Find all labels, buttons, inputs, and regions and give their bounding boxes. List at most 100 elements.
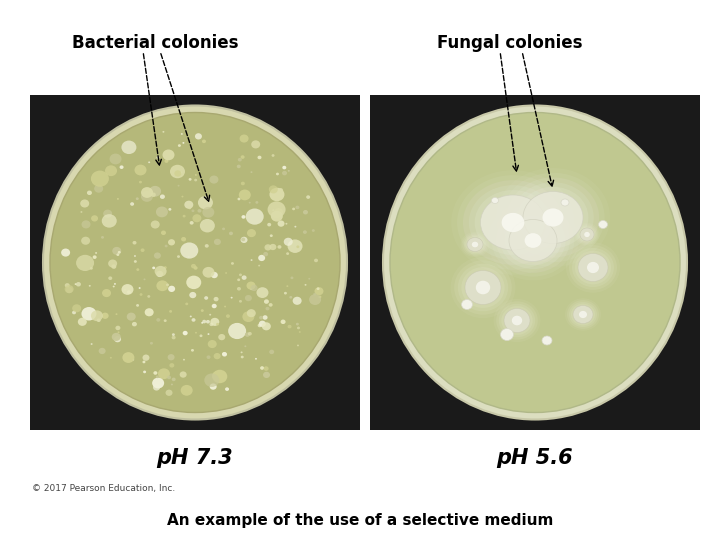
Ellipse shape bbox=[465, 236, 485, 253]
Ellipse shape bbox=[454, 260, 512, 315]
Ellipse shape bbox=[237, 279, 240, 281]
Ellipse shape bbox=[90, 267, 93, 269]
Ellipse shape bbox=[567, 300, 599, 329]
Ellipse shape bbox=[81, 220, 91, 228]
Ellipse shape bbox=[458, 264, 508, 311]
Ellipse shape bbox=[143, 361, 145, 363]
Ellipse shape bbox=[76, 282, 81, 287]
Text: Bacterial colonies: Bacterial colonies bbox=[72, 34, 238, 52]
Ellipse shape bbox=[239, 273, 242, 276]
Ellipse shape bbox=[127, 291, 131, 294]
Ellipse shape bbox=[523, 192, 583, 244]
Ellipse shape bbox=[247, 309, 256, 318]
Ellipse shape bbox=[181, 237, 186, 241]
Ellipse shape bbox=[127, 313, 136, 321]
Ellipse shape bbox=[109, 153, 122, 164]
Ellipse shape bbox=[258, 156, 261, 159]
Ellipse shape bbox=[117, 332, 120, 333]
Ellipse shape bbox=[189, 178, 192, 181]
Ellipse shape bbox=[451, 257, 516, 318]
Ellipse shape bbox=[169, 363, 174, 368]
Ellipse shape bbox=[277, 220, 284, 227]
Ellipse shape bbox=[134, 260, 137, 263]
Ellipse shape bbox=[572, 248, 614, 287]
Ellipse shape bbox=[306, 195, 310, 199]
Ellipse shape bbox=[263, 252, 268, 256]
Ellipse shape bbox=[212, 304, 217, 308]
Ellipse shape bbox=[287, 325, 292, 328]
Ellipse shape bbox=[251, 285, 258, 291]
Ellipse shape bbox=[587, 262, 599, 273]
Ellipse shape bbox=[168, 239, 175, 246]
Ellipse shape bbox=[239, 190, 251, 200]
Ellipse shape bbox=[598, 220, 608, 228]
Ellipse shape bbox=[139, 181, 142, 184]
Ellipse shape bbox=[192, 210, 194, 212]
Ellipse shape bbox=[264, 244, 271, 251]
Ellipse shape bbox=[171, 383, 173, 386]
Ellipse shape bbox=[296, 323, 299, 326]
Ellipse shape bbox=[525, 233, 541, 248]
Ellipse shape bbox=[143, 355, 150, 361]
Ellipse shape bbox=[569, 245, 617, 290]
Ellipse shape bbox=[65, 285, 73, 293]
Ellipse shape bbox=[512, 182, 594, 253]
Ellipse shape bbox=[87, 191, 92, 195]
Ellipse shape bbox=[268, 201, 286, 218]
Ellipse shape bbox=[81, 307, 96, 321]
Ellipse shape bbox=[229, 232, 233, 235]
Ellipse shape bbox=[185, 302, 188, 305]
Ellipse shape bbox=[507, 178, 599, 258]
Ellipse shape bbox=[136, 198, 139, 200]
Ellipse shape bbox=[222, 352, 226, 356]
Ellipse shape bbox=[112, 247, 121, 255]
Ellipse shape bbox=[134, 255, 136, 257]
Ellipse shape bbox=[171, 336, 176, 339]
Ellipse shape bbox=[102, 313, 109, 319]
Ellipse shape bbox=[266, 307, 269, 310]
Ellipse shape bbox=[141, 191, 153, 202]
Ellipse shape bbox=[472, 242, 478, 247]
Ellipse shape bbox=[104, 214, 107, 216]
Ellipse shape bbox=[214, 353, 220, 359]
Ellipse shape bbox=[492, 198, 498, 204]
Ellipse shape bbox=[152, 377, 164, 388]
Ellipse shape bbox=[103, 210, 112, 218]
Ellipse shape bbox=[276, 212, 279, 214]
Ellipse shape bbox=[303, 230, 307, 234]
Ellipse shape bbox=[222, 353, 224, 354]
Ellipse shape bbox=[178, 144, 181, 147]
Ellipse shape bbox=[80, 199, 89, 207]
Ellipse shape bbox=[155, 266, 166, 276]
Ellipse shape bbox=[231, 262, 234, 265]
Text: © 2017 Pearson Education, Inc.: © 2017 Pearson Education, Inc. bbox=[32, 483, 175, 492]
Ellipse shape bbox=[571, 303, 595, 325]
Ellipse shape bbox=[192, 214, 202, 222]
Ellipse shape bbox=[580, 228, 594, 241]
Ellipse shape bbox=[181, 195, 184, 198]
Ellipse shape bbox=[248, 332, 252, 335]
Ellipse shape bbox=[566, 242, 620, 293]
Ellipse shape bbox=[115, 326, 120, 330]
Ellipse shape bbox=[542, 208, 564, 227]
Ellipse shape bbox=[148, 161, 150, 163]
Ellipse shape bbox=[290, 276, 294, 279]
Ellipse shape bbox=[65, 283, 70, 288]
Ellipse shape bbox=[308, 278, 310, 280]
Ellipse shape bbox=[297, 345, 299, 346]
Ellipse shape bbox=[194, 266, 197, 269]
Ellipse shape bbox=[240, 356, 243, 359]
Ellipse shape bbox=[245, 332, 250, 337]
Ellipse shape bbox=[277, 245, 282, 249]
Ellipse shape bbox=[476, 281, 490, 294]
Ellipse shape bbox=[218, 334, 225, 340]
Ellipse shape bbox=[573, 306, 593, 323]
Ellipse shape bbox=[496, 208, 570, 273]
Ellipse shape bbox=[182, 142, 184, 144]
Ellipse shape bbox=[480, 195, 546, 250]
Ellipse shape bbox=[183, 331, 188, 335]
Ellipse shape bbox=[184, 201, 193, 209]
Ellipse shape bbox=[269, 185, 278, 193]
Ellipse shape bbox=[258, 323, 261, 327]
Ellipse shape bbox=[241, 215, 246, 219]
